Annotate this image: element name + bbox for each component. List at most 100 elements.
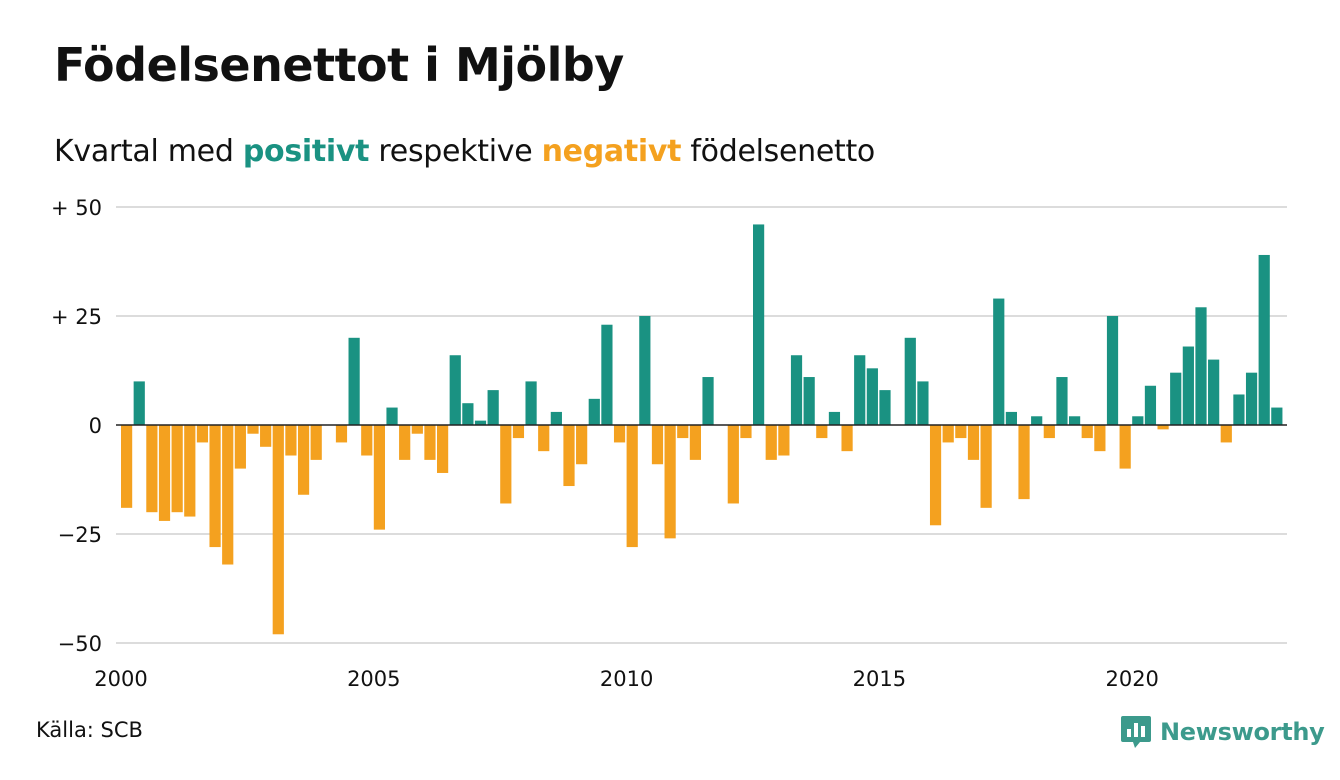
- bar: [1094, 425, 1106, 452]
- bar: [247, 425, 259, 434]
- bar: [500, 425, 512, 504]
- bar: [866, 368, 878, 425]
- bar: [1271, 407, 1283, 425]
- bar: [310, 425, 322, 460]
- x-tick-label: 2010: [600, 667, 653, 691]
- bar: [765, 425, 777, 460]
- chart-subtitle: Kvartal med positivt respektive negativt…: [54, 134, 875, 169]
- subtitle-text-2: respektive: [369, 134, 542, 169]
- bar: [828, 411, 841, 425]
- x-tick-label: 2020: [1105, 667, 1158, 691]
- x-axis-tick-labels: 2000 2005 2010 2015 2020: [94, 667, 1159, 691]
- bar: [639, 316, 651, 425]
- bar: [399, 425, 411, 460]
- bar: [474, 420, 487, 425]
- bar: [854, 355, 866, 425]
- bar: [133, 381, 145, 425]
- bar: [1081, 425, 1093, 439]
- bar: [1119, 425, 1131, 469]
- y-tick-label: 0: [89, 414, 102, 438]
- bar: [1233, 394, 1245, 425]
- subtitle-text-3: födelsenetto: [681, 134, 875, 169]
- bar: [664, 425, 676, 539]
- x-tick-label: 2005: [347, 667, 400, 691]
- bar: [1144, 385, 1157, 425]
- brand-name: Newsworthy: [1160, 718, 1325, 746]
- bars: [121, 224, 1283, 635]
- bar: [146, 425, 158, 513]
- subtitle-positive-word: positivt: [242, 134, 370, 169]
- bar: [967, 425, 980, 460]
- bar: [297, 425, 310, 495]
- bar: [1005, 411, 1017, 425]
- bar: [942, 425, 954, 443]
- bar: [917, 381, 929, 425]
- bar: [740, 425, 752, 439]
- bar: [196, 425, 209, 443]
- bar: [1106, 316, 1119, 425]
- y-tick-label: −50: [58, 632, 102, 656]
- bar: [1258, 254, 1270, 425]
- bar: [1220, 425, 1232, 443]
- bar: [955, 425, 967, 439]
- bar: [689, 425, 701, 460]
- bar: [993, 298, 1005, 425]
- bar: [1170, 372, 1182, 425]
- bar: [184, 425, 196, 517]
- bar: [651, 425, 664, 465]
- chart-title: Födelsenettot i Mjölby: [54, 38, 624, 92]
- bar: [702, 377, 714, 425]
- bar: [512, 425, 525, 439]
- x-tick-label: 2015: [853, 667, 906, 691]
- bar: [171, 425, 183, 513]
- x-tick-label: 2000: [94, 667, 147, 691]
- bar: [753, 224, 765, 425]
- bar: [121, 425, 133, 508]
- bar: [980, 425, 992, 508]
- bar: [626, 425, 638, 548]
- bar: [525, 381, 537, 425]
- bar: [879, 390, 891, 425]
- y-axis-tick-labels: + 50 + 25 0 −25 −50: [51, 196, 102, 656]
- bar: [563, 425, 575, 487]
- bar: [411, 425, 423, 434]
- bar: [727, 425, 739, 504]
- bar: [841, 425, 853, 452]
- bar: [1132, 416, 1144, 425]
- bar: [234, 425, 246, 469]
- bar: [904, 337, 916, 425]
- bar: [1195, 307, 1207, 425]
- bar: [613, 425, 626, 443]
- y-tick-label: + 50: [51, 196, 102, 220]
- bar: [1208, 359, 1220, 425]
- bar: [335, 425, 348, 443]
- bar: [538, 425, 550, 452]
- grid-lines: [116, 206, 1287, 644]
- bar: [929, 425, 942, 526]
- bar: [601, 324, 613, 425]
- brand-logo: Newsworthy: [1120, 712, 1325, 752]
- bar: [462, 403, 474, 425]
- bar: [816, 425, 828, 439]
- bar: [158, 425, 171, 521]
- newsworthy-logo-icon: [1121, 716, 1151, 748]
- bar: [222, 425, 234, 565]
- bar: [386, 407, 398, 425]
- bar: [260, 425, 272, 447]
- bar: [790, 355, 803, 425]
- source-note: Källa: SCB: [36, 718, 143, 742]
- bar: [576, 425, 588, 465]
- subtitle-text-1: Kvartal med: [54, 134, 243, 169]
- bar: [437, 425, 449, 473]
- bar: [424, 425, 436, 460]
- bar: [1043, 425, 1055, 439]
- y-tick-label: + 25: [51, 305, 102, 329]
- bar: [348, 337, 360, 425]
- bar: [487, 390, 499, 425]
- bar: [1182, 346, 1194, 425]
- bar: [361, 425, 373, 456]
- bar: [209, 425, 221, 548]
- bar: [1069, 416, 1081, 425]
- y-tick-label: −25: [58, 523, 102, 547]
